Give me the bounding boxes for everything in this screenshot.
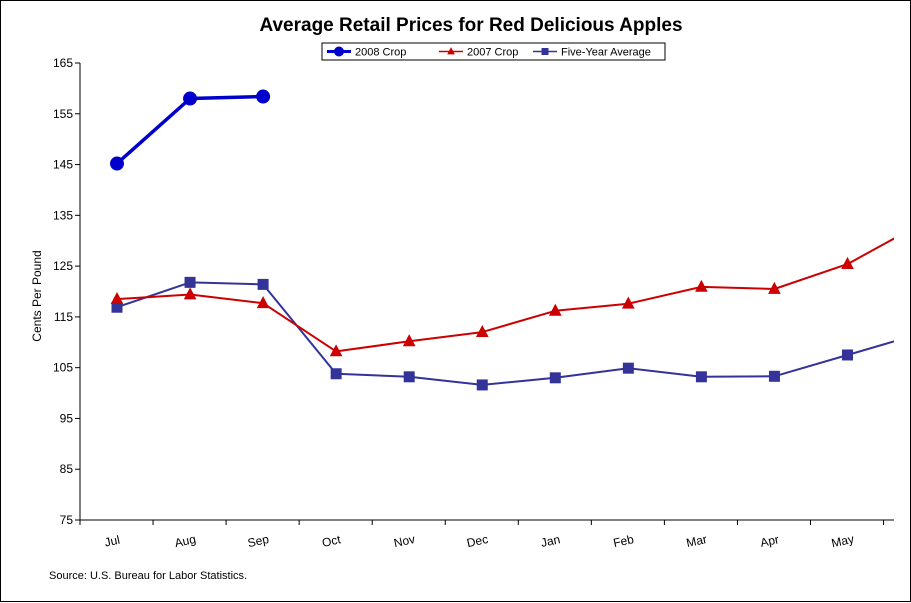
- legend-marker-five-year-average: [541, 48, 549, 55]
- x-tick-label-dec: Dec: [466, 532, 490, 550]
- legend-label-five-year-average: Five-Year Average: [561, 47, 651, 59]
- x-tick-label-jul: Jul: [103, 533, 121, 550]
- marker-five-year-average-oct: [330, 368, 342, 380]
- marker-five-year-average-may: [842, 349, 853, 361]
- x-tick-label-nov: Nov: [392, 532, 416, 550]
- axes: [75, 62, 894, 525]
- marker-five-year-average-sep: [257, 278, 269, 290]
- x-tick-label-aug: Aug: [173, 532, 197, 550]
- series-line-2008-crop: [115, 94, 264, 165]
- legend-marker-2008-crop: [334, 46, 344, 57]
- series-markers: [110, 89, 854, 391]
- series-line-2007-crop: [116, 237, 894, 353]
- marker-2007-crop-jan: [548, 303, 562, 316]
- chart-title: Average Retail Prices for Red Delicious …: [259, 15, 682, 36]
- marker-2007-crop-nov: [402, 334, 416, 347]
- y-tick-label-105: 105: [53, 361, 73, 375]
- y-tick-label-135: 135: [53, 208, 73, 222]
- y-tick-label-115: 115: [54, 310, 73, 324]
- x-tick-label-apr: Apr: [759, 532, 780, 550]
- series-lines: [115, 94, 894, 386]
- marker-2007-crop-dec: [475, 325, 489, 337]
- x-tick-label-feb: Feb: [612, 532, 635, 550]
- x-tick-label-may: May: [830, 532, 855, 550]
- y-tick-label-125: 125: [53, 259, 73, 273]
- y-axis-label: Cents Per Pound: [30, 250, 44, 341]
- marker-five-year-average-mar: [695, 371, 707, 383]
- marker-2007-crop-may: [841, 256, 854, 269]
- marker-2007-crop-sep: [256, 296, 270, 309]
- y-tick-label-85: 85: [60, 462, 74, 476]
- marker-2007-crop-jul: [110, 292, 124, 304]
- marker-five-year-average-dec: [476, 379, 488, 391]
- marker-2007-crop-apr: [768, 281, 781, 294]
- x-tick-label-oct: Oct: [321, 532, 343, 550]
- x-tick-label-mar: Mar: [685, 532, 708, 550]
- y-tick-label-145: 145: [53, 158, 73, 172]
- y-tick-label-165: 165: [53, 56, 73, 70]
- legend-box: [321, 42, 666, 61]
- marker-five-year-average-apr: [768, 370, 780, 382]
- legend: 2008 Crop 2007 Crop Five-Year Average: [321, 42, 666, 61]
- y-tick-label-75: 75: [60, 513, 74, 527]
- y-tick-label-155: 155: [53, 107, 73, 121]
- marker-2008-crop-jul: [110, 156, 124, 171]
- x-tick-label-sep: Sep: [246, 532, 270, 550]
- marker-2008-crop-aug: [183, 91, 198, 106]
- x-tick-label-jan: Jan: [540, 532, 562, 550]
- legend-marker-2007-crop: [447, 47, 455, 55]
- y-tick-labels: 75 85 95 105 115 125 135 145 155 165: [53, 56, 73, 527]
- legend-label-2007-crop: 2007 Crop: [467, 47, 518, 59]
- marker-five-year-average-jan: [549, 372, 561, 384]
- y-tick-label-95: 95: [60, 411, 74, 425]
- source-note: Source: U.S. Bureau for Labor Statistics…: [49, 570, 247, 582]
- marker-five-year-average-nov: [403, 371, 415, 383]
- marker-2007-crop-oct: [329, 344, 343, 357]
- marker-five-year-average-feb: [622, 362, 634, 374]
- marker-five-year-average-aug: [184, 276, 196, 288]
- marker-2007-crop-mar: [695, 279, 708, 292]
- x-tick-labels: Jul Aug Sep Oct Nov Dec Jan Feb Mar Apr May: [103, 532, 855, 550]
- marker-2007-crop-aug: [183, 287, 197, 300]
- marker-2008-crop-sep: [256, 89, 271, 104]
- legend-label-2008-crop: 2008 Crop: [355, 47, 406, 59]
- series-line-five-year-average: [116, 281, 894, 386]
- marker-2007-crop-feb: [621, 296, 635, 309]
